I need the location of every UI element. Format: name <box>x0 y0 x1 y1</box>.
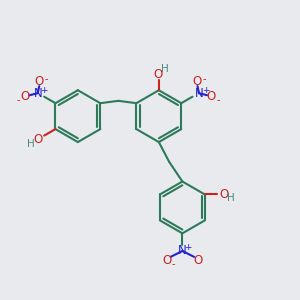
Text: N: N <box>178 244 187 257</box>
Text: -: - <box>202 74 206 84</box>
Text: -: - <box>216 94 220 105</box>
Text: +: + <box>40 86 47 95</box>
Text: N: N <box>195 87 203 100</box>
Text: -: - <box>45 74 48 84</box>
Text: O: O <box>163 254 172 267</box>
Text: O: O <box>33 133 42 146</box>
Text: H: H <box>161 64 169 74</box>
Text: O: O <box>34 76 44 88</box>
Text: O: O <box>193 76 202 88</box>
Text: +: + <box>184 243 192 252</box>
Text: -: - <box>172 259 175 269</box>
Text: O: O <box>193 254 202 267</box>
Text: H: H <box>27 139 35 149</box>
Text: N: N <box>33 87 42 100</box>
Text: +: + <box>202 86 209 95</box>
Text: H: H <box>227 193 235 203</box>
Text: O: O <box>21 90 30 103</box>
Text: O: O <box>154 68 163 80</box>
Text: -: - <box>17 94 20 105</box>
Text: O: O <box>207 90 216 103</box>
Text: O: O <box>219 188 229 201</box>
